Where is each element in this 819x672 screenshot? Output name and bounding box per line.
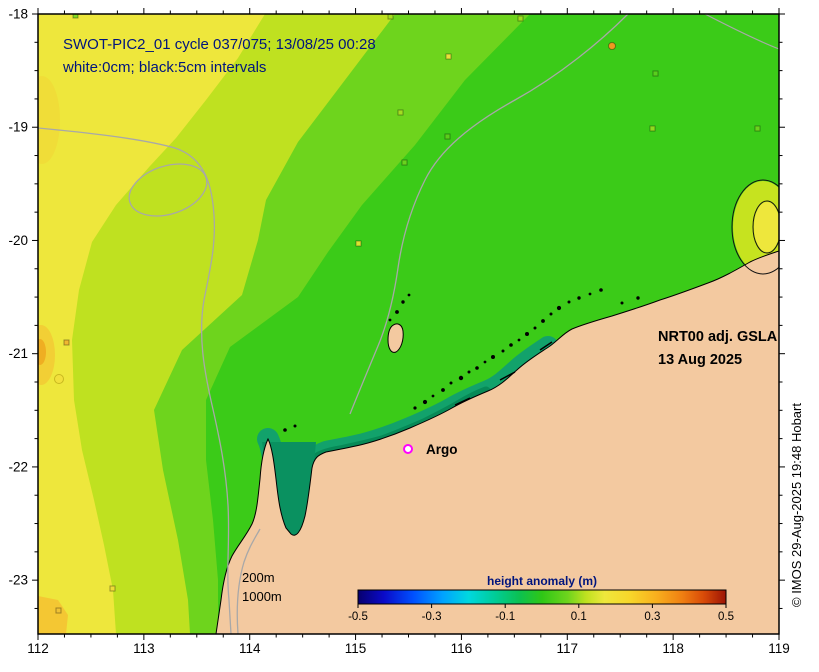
coastal-islet-speckles <box>283 288 640 432</box>
credit-text: © IMOS 29-Aug-2025 19:48 Hobart <box>789 403 804 607</box>
colorbar-tick-label: -0.5 <box>348 611 368 623</box>
axis-layer: 112 113 114 115 116 117 118 119 -18 -19 -20 -21 -22 -… <box>8 7 789 657</box>
colorbar: height anomaly (m) -0.5 -0.3 -0.1 0.1 0.3 0.5 <box>348 574 734 623</box>
y-tick-label: -21 <box>8 346 28 361</box>
contour-north-line <box>349 14 629 415</box>
y-tick-label: -19 <box>8 120 28 135</box>
x-tick-label: 118 <box>662 641 684 656</box>
x-tick-label: 113 <box>133 641 155 656</box>
ssh-contour-inner <box>752 200 779 254</box>
x-tick-label: 112 <box>27 641 49 656</box>
colorbar-tick-label: -0.3 <box>422 611 442 623</box>
coast-jagged-segments <box>454 341 553 406</box>
y-tick-label: -23 <box>8 573 28 588</box>
map-title-line1: SWOT-PIC2_01 cycle 037/075; 13/08/25 00:… <box>63 36 376 53</box>
ssh-contour-outer <box>731 179 779 275</box>
contour-1000m-line <box>38 127 232 634</box>
land-mass <box>215 250 779 634</box>
y-tick-label: -22 <box>8 459 28 474</box>
x-tick-label: 114 <box>239 641 261 656</box>
ocean-orange-core-west <box>38 339 46 365</box>
contour-seamount-loop <box>128 163 208 217</box>
ocean-yellow-region <box>38 14 265 634</box>
x-tick-label: 119 <box>768 641 790 656</box>
x-tick-label: 115 <box>345 641 367 656</box>
colorbar-gradient <box>357 589 727 605</box>
product-date: 13 Aug 2025 <box>658 352 742 368</box>
x-tick-label: 116 <box>451 641 473 656</box>
exmouth-gulf-water <box>262 442 316 537</box>
sea-surface-height-field <box>38 14 779 634</box>
product-label: NRT00 adj. GSLA <box>658 329 778 345</box>
colorbar-tick-label: 0.5 <box>718 611 734 623</box>
contour-label-200m: 200m <box>242 570 275 585</box>
ocean-orange-patch-sw <box>38 596 68 634</box>
colorbar-tick-label: 0.3 <box>644 611 660 623</box>
colorbar-ticks: -0.5 -0.3 -0.1 0.1 0.3 0.5 <box>348 604 734 623</box>
contour-200m-line <box>236 528 261 634</box>
y-tick-label: -20 <box>8 233 28 248</box>
contour-northeast-line <box>704 14 779 50</box>
colorbar-title: height anomaly (m) <box>487 574 597 588</box>
contour-label-1000m: 1000m <box>242 589 282 604</box>
dampier-anomaly-core <box>754 202 779 252</box>
y-tick-label: -18 <box>8 7 28 22</box>
ocean-deep-yellow-nw <box>38 76 60 164</box>
barrow-island <box>387 323 404 353</box>
map-title-line2: white:0cm; black:5cm intervals <box>62 59 266 76</box>
argo-label: Argo <box>426 442 458 457</box>
colorbar-tick-label: -0.1 <box>495 611 515 623</box>
argo-marker <box>403 444 413 454</box>
observation-markers <box>54 14 761 614</box>
colorbar-tick-label: 0.1 <box>571 611 587 623</box>
x-tick-label: 117 <box>557 641 579 656</box>
